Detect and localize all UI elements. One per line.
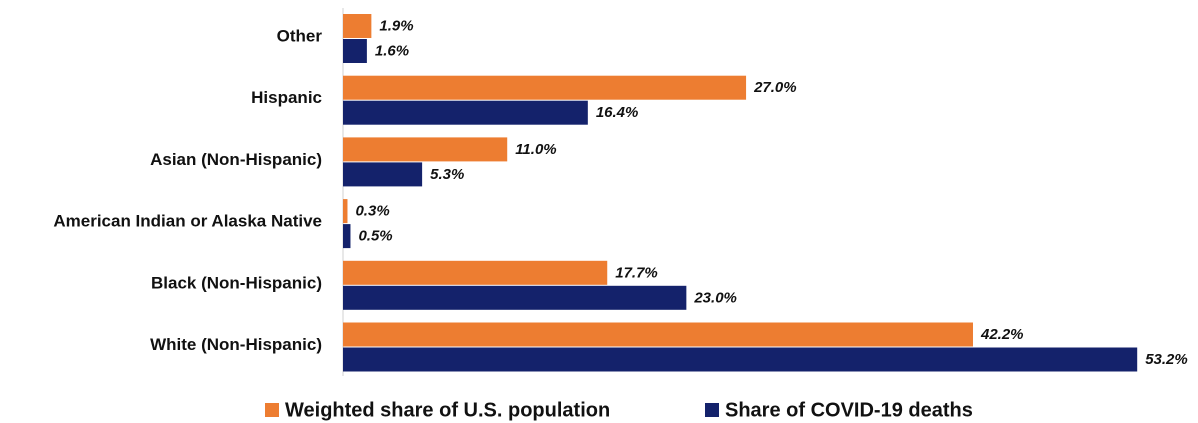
bar xyxy=(343,347,1138,372)
category-label: White (Non-Hispanic) xyxy=(150,335,322,354)
category-label: Asian (Non-Hispanic) xyxy=(150,150,322,169)
value-label: 16.4% xyxy=(596,104,639,121)
value-label: 1.6% xyxy=(375,42,409,59)
bar xyxy=(343,100,588,125)
bar xyxy=(343,199,348,224)
bar xyxy=(343,137,508,162)
bar xyxy=(343,14,372,38)
value-label: 53.2% xyxy=(1145,351,1188,368)
bar xyxy=(343,39,367,63)
legend-swatch xyxy=(705,403,719,417)
legend-swatch xyxy=(265,403,279,417)
category-label: Hispanic xyxy=(251,88,322,107)
bar xyxy=(343,285,687,310)
value-label: 0.5% xyxy=(358,228,392,245)
category-label: Other xyxy=(277,26,323,45)
value-label: 42.2% xyxy=(980,326,1024,343)
value-label: 11.0% xyxy=(515,141,556,158)
value-label: 23.0% xyxy=(693,289,737,306)
bar xyxy=(343,224,351,249)
bar xyxy=(343,260,608,285)
legend-label: Weighted share of U.S. population xyxy=(285,399,610,421)
legend-label: Share of COVID-19 deaths xyxy=(725,399,973,421)
value-label: 17.7% xyxy=(615,264,658,281)
category-label: American Indian or Alaska Native xyxy=(53,212,322,231)
value-label: 5.3% xyxy=(430,166,464,183)
bar xyxy=(343,75,747,100)
bar xyxy=(343,162,423,187)
value-label: 1.9% xyxy=(379,17,413,34)
value-label: 27.0% xyxy=(753,79,797,96)
value-label: 0.3% xyxy=(355,203,389,220)
category-label: Black (Non-Hispanic) xyxy=(151,273,322,292)
bar xyxy=(343,322,973,347)
